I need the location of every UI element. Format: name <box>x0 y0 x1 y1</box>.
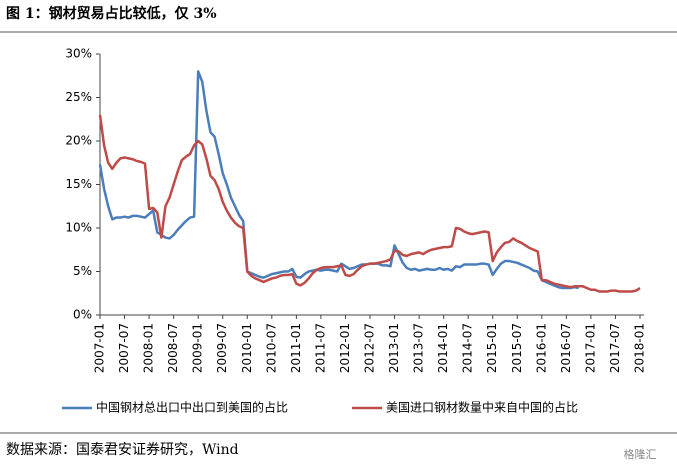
source: 数据来源：国泰君安证券研究，Wind <box>6 442 239 458</box>
x-tick-label: 2014-01 <box>436 323 450 373</box>
x-tick-label: 2017-07 <box>608 323 622 373</box>
watermark: 格隆汇 <box>624 447 657 461</box>
x-tick-label: 2013-07 <box>412 323 426 373</box>
x-tick-label: 2011-07 <box>313 323 327 373</box>
x-tick-label: 2011-01 <box>289 323 303 373</box>
x-tick-label: 2007-01 <box>93 323 107 373</box>
x-tick-label: 2016-01 <box>534 323 548 373</box>
x-tick-label: 2014-07 <box>461 323 475 373</box>
series-line <box>98 70 579 290</box>
legend-label: 中国钢材总出口中出口到美国的占比 <box>96 400 288 415</box>
y-tick-label: 20% <box>65 134 92 148</box>
y-tick-label: 5% <box>73 264 92 278</box>
x-tick-label: 2009-07 <box>215 323 229 373</box>
x-tick-label: 2009-01 <box>191 323 205 373</box>
x-tick-label: 2008-01 <box>142 323 156 373</box>
x-tick-label: 2018-01 <box>633 323 647 373</box>
y-tick-label: 0% <box>73 308 92 322</box>
x-tick-label: 2012-01 <box>338 323 352 373</box>
y-tick-label: 30% <box>65 47 92 61</box>
x-tick-label: 2015-01 <box>485 323 499 373</box>
y-tick-label: 15% <box>65 177 92 191</box>
x-tick-label: 2008-07 <box>166 323 180 373</box>
x-tick-label: 2015-07 <box>510 323 524 373</box>
chart-title: 图 1：钢材贸易占比较低，仅 3% <box>6 5 217 22</box>
x-tick-label: 2012-07 <box>363 323 377 373</box>
x-tick-label: 2016-07 <box>559 323 573 373</box>
x-tick-label: 2017-01 <box>583 323 597 373</box>
x-tick-label: 2010-07 <box>264 323 278 373</box>
y-tick-label: 25% <box>65 90 92 104</box>
series-line <box>98 114 641 293</box>
legend-label: 美国进口钢材数量中来自中国的占比 <box>386 400 578 415</box>
x-tick-label: 2013-01 <box>387 323 401 373</box>
y-tick-label: 10% <box>65 221 92 235</box>
x-tick-label: 2010-01 <box>240 323 254 373</box>
x-tick-label: 2007-07 <box>117 323 131 373</box>
